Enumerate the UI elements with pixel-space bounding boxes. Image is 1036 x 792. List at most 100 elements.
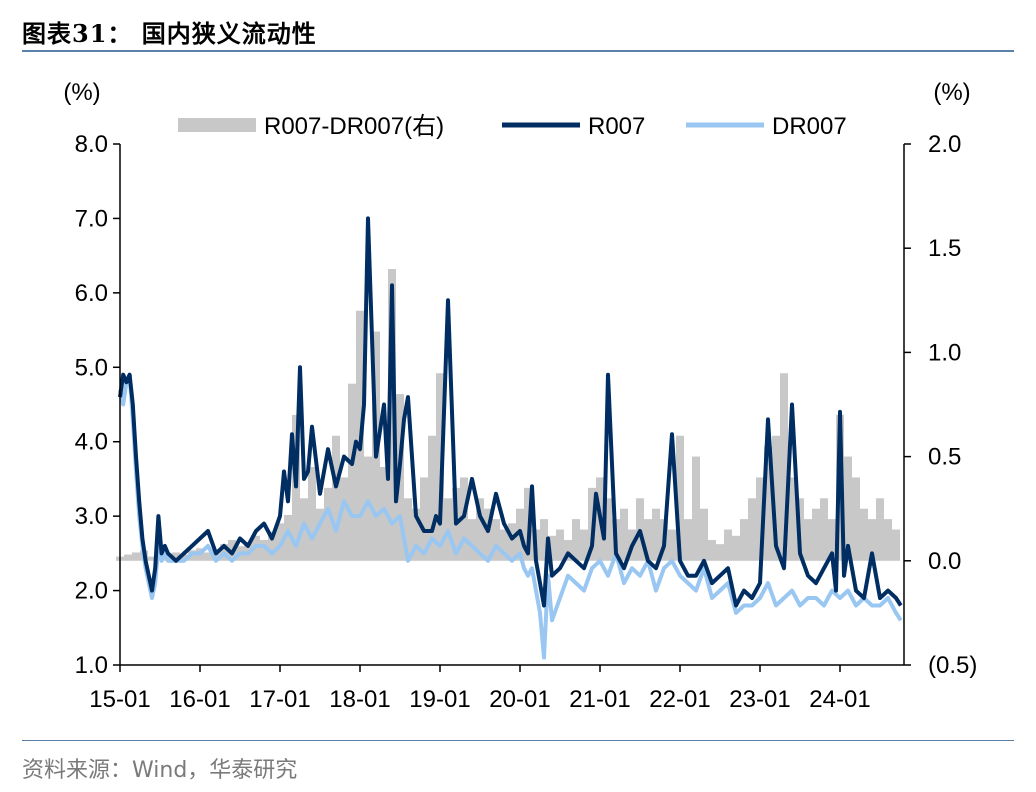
left-tick-label: 1.0 (75, 652, 108, 679)
spread-bar (580, 529, 588, 561)
dr007-line (118, 372, 903, 660)
title-divider (22, 50, 1014, 52)
left-tick-label: 6.0 (75, 280, 108, 307)
spread-bar (652, 508, 660, 561)
spread-bar (268, 531, 276, 561)
source-note: 资料来源：Wind，华泰研究 (22, 758, 298, 783)
spread-bar (284, 514, 292, 561)
spread-bar (172, 552, 180, 561)
right-tick-label: (0.5) (928, 652, 977, 679)
spread-bar (876, 498, 884, 561)
spread-bar (820, 498, 828, 561)
spread-bar (132, 552, 140, 561)
left-tick-label: 7.0 (75, 205, 108, 232)
right-tick-label: 0.5 (928, 444, 961, 471)
spread-bar (764, 446, 772, 561)
spread-bar (708, 539, 716, 561)
spread-bar (428, 435, 436, 561)
spread-bar (860, 508, 868, 561)
spread-bar (492, 519, 500, 561)
spread-bar (324, 487, 332, 561)
x-tick-label: 23-01 (729, 686, 790, 713)
x-tick-label: 19-01 (409, 686, 470, 713)
spread-bar (412, 508, 420, 561)
dr007-series (118, 372, 903, 660)
spread-bar (404, 498, 412, 561)
spread-bar (564, 539, 572, 561)
left-axis-unit: (%) (63, 79, 100, 106)
spread-bar (668, 529, 676, 561)
right-tick-label: 1.0 (928, 339, 961, 366)
right-tick-label: 2.0 (928, 131, 961, 158)
spread-bar (500, 529, 508, 561)
spread-bar (684, 519, 692, 561)
spread-bar (724, 529, 732, 561)
spread-bar (460, 477, 468, 561)
spread-bar (388, 269, 396, 561)
spread-bar (756, 477, 764, 561)
spread-bar (348, 383, 356, 561)
left-tick-label: 5.0 (75, 354, 108, 381)
axes: 8.0 7.0 6.0 5.0 4.0 3.0 2.0 1.0 2.0 1.5 1.0 0.5 0.0 (… (75, 131, 978, 713)
spread-bar (260, 539, 268, 561)
spread-bar (204, 552, 212, 561)
x-tick-label: 16-01 (169, 686, 230, 713)
spread-bars (116, 269, 900, 561)
spread-bar (420, 477, 428, 561)
source-divider (22, 740, 1014, 741)
spread-bar (364, 456, 372, 561)
legend-swatch-spread (178, 118, 256, 132)
right-tick-label: 1.5 (928, 235, 961, 262)
spread-bar (508, 523, 516, 561)
left-tick-label: 2.0 (75, 578, 108, 605)
x-tick-label: 15-01 (89, 686, 150, 713)
legend-label-spread: R007-DR007(右) (264, 113, 444, 140)
chart: 8.0 7.0 6.0 5.0 4.0 3.0 2.0 1.0 2.0 1.5 1.0 0.5 0.0 (… (63, 79, 978, 713)
spread-bar (316, 508, 324, 561)
right-tick-label: 0.0 (928, 548, 961, 575)
x-tick-label: 17-01 (249, 686, 310, 713)
spread-bar (148, 556, 156, 561)
x-tick-label: 21-01 (569, 686, 630, 713)
spread-bar (484, 508, 492, 561)
left-tick-label: 3.0 (75, 503, 108, 530)
figure-title: 图表31： 国内狭义流动性 (22, 19, 317, 48)
spread-bar (468, 519, 476, 561)
spread-bar (556, 529, 564, 561)
spread-bar (436, 373, 444, 561)
right-axis-unit: (%) (933, 79, 970, 106)
spread-bar (812, 508, 820, 561)
spread-bar (676, 435, 684, 561)
spread-bar (180, 554, 188, 561)
spread-bar (852, 477, 860, 561)
spread-bar (772, 435, 780, 561)
spread-bar (308, 467, 316, 561)
spread-bar (340, 477, 348, 561)
r007-line (118, 216, 903, 608)
spread-bar (844, 456, 852, 561)
left-tick-label: 8.0 (75, 131, 108, 158)
spread-bar (716, 544, 724, 561)
spread-bar (620, 508, 628, 561)
legend: R007-DR007(右) R007 DR007 (178, 113, 847, 140)
spread-bar (700, 508, 708, 561)
spread-bar (740, 519, 748, 561)
spread-bar (780, 373, 788, 561)
spread-bar (572, 519, 580, 561)
x-tick-label: 24-01 (809, 686, 870, 713)
spread-bar (212, 550, 220, 561)
spread-bar (380, 467, 388, 561)
x-tick-label: 18-01 (329, 686, 390, 713)
spread-bar (748, 498, 756, 561)
x-tick-label: 20-01 (489, 686, 550, 713)
spread-bar (892, 529, 900, 561)
spread-bar (732, 535, 740, 561)
spread-bar (788, 477, 796, 561)
spread-bar (300, 498, 308, 561)
spread-bar (124, 554, 132, 561)
spread-bar (476, 498, 484, 561)
spread-bar (540, 519, 548, 561)
legend-label-dr007: DR007 (772, 113, 847, 140)
r007-series (118, 216, 903, 608)
spread-bar (604, 498, 612, 561)
